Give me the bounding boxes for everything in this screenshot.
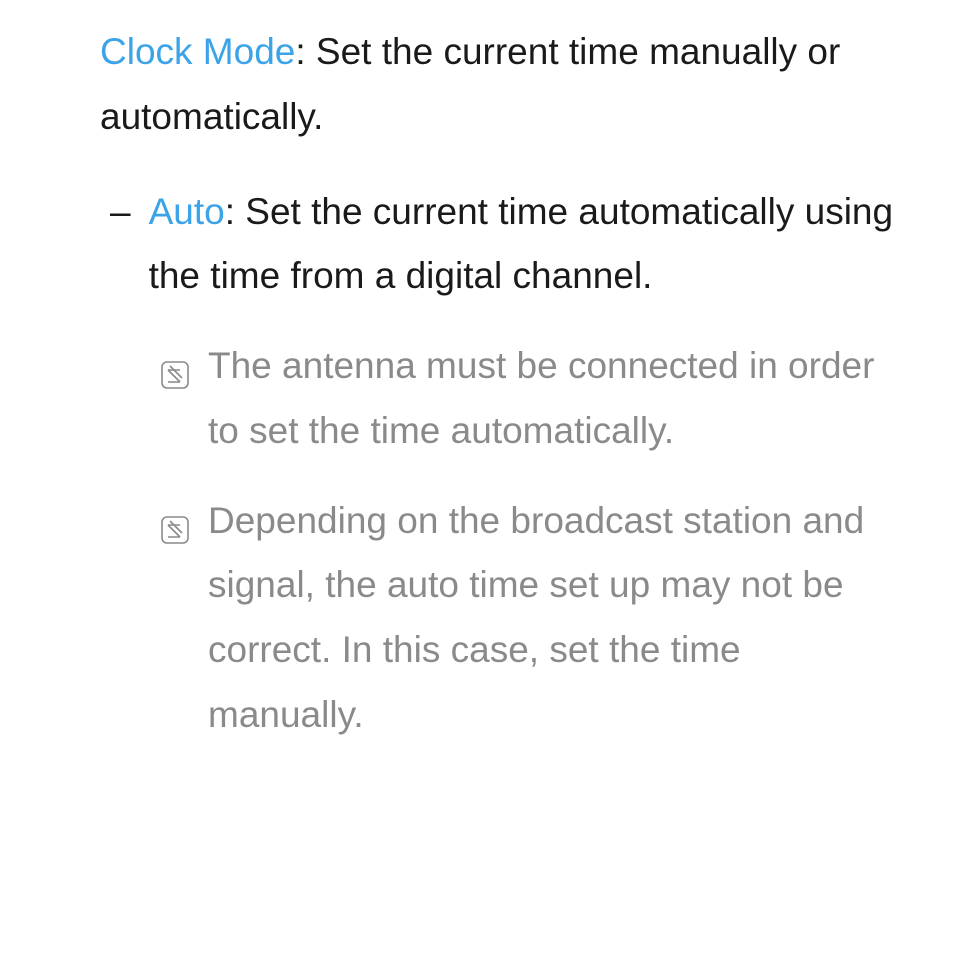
clock-mode-colon: : xyxy=(295,31,316,72)
note-text-2: Depending on the broadcast station and s… xyxy=(208,489,904,748)
note-icon xyxy=(160,501,190,748)
auto-desc: Set the current time automatically using… xyxy=(149,191,894,297)
auto-sub-item: – Auto: Set the current time automatical… xyxy=(100,180,904,310)
sub-item-dash: – xyxy=(110,180,131,310)
sub-item-content: Auto: Set the current time automatically… xyxy=(149,180,904,310)
note-icon xyxy=(160,346,190,464)
auto-colon: : xyxy=(225,191,246,232)
auto-term: Auto xyxy=(149,191,225,232)
note-text-1: The antenna must be connected in order t… xyxy=(208,334,904,464)
clock-mode-term: Clock Mode xyxy=(100,31,295,72)
note-item-1: The antenna must be connected in order t… xyxy=(100,334,904,464)
clock-mode-paragraph: Clock Mode: Set the current time manuall… xyxy=(100,20,904,150)
note-item-2: Depending on the broadcast station and s… xyxy=(100,489,904,748)
